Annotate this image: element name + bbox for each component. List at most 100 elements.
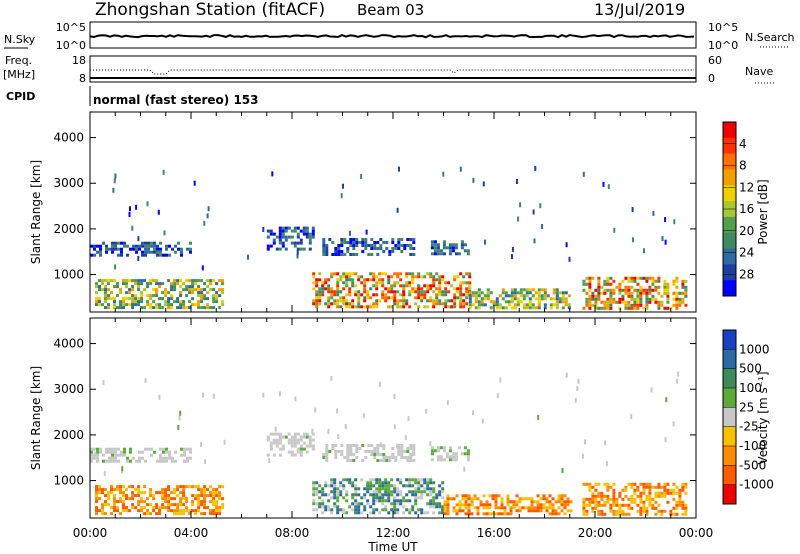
heatmap-cell-6: [494, 503, 498, 507]
nave-tick-bottom: 0: [708, 72, 715, 85]
heatmap-cell-1: [104, 285, 107, 289]
heatmap-cell-6: [468, 297, 472, 301]
heatmap-cell-7: [618, 491, 622, 495]
heatmap-cell-7: [666, 491, 670, 495]
heatmap-cell-3: [325, 459, 329, 462]
heatmap-cell-5: [336, 490, 340, 494]
heatmap-cell-5: [438, 293, 442, 297]
heatmap-cell-5: [348, 290, 352, 294]
heatmap-cell-7: [639, 509, 643, 513]
heatmap-cell-1: [170, 509, 174, 513]
heatmap-cell-3: [379, 459, 383, 462]
heatmap-cell-3: [334, 250, 338, 253]
heatmap-cell-1: [158, 306, 162, 310]
heatmap-cell-5: [378, 499, 382, 503]
heatmap-cell-7: [669, 488, 673, 492]
heatmap-cell-1: [161, 494, 165, 498]
heatmap-cell-6: [503, 509, 507, 513]
heatmap-cell-0: [111, 456, 114, 460]
heatmap-cell-6: [522, 306, 526, 310]
heatmap-cell-5: [384, 287, 388, 291]
heatmap-cell-2: [269, 447, 273, 451]
heatmap-cell-6: [561, 306, 565, 310]
heatmap-cell-1: [152, 300, 156, 304]
heatmap-cell-1: [194, 497, 198, 501]
heatmap-cell-6: [534, 291, 538, 295]
heatmap-cell-3: [397, 444, 401, 447]
nave-tick-top: 60: [708, 54, 722, 67]
heatmap-cell-0: [123, 450, 126, 454]
heatmap-cell-2: [287, 235, 291, 239]
heatmap-cell-5: [459, 302, 463, 306]
heatmap-cell-1: [194, 282, 198, 286]
colorbar-swatch: [723, 465, 736, 486]
heatmap-cell-7: [615, 503, 619, 507]
heatmap-cell-6: [467, 497, 471, 501]
heatmap-cell-5: [363, 290, 367, 294]
heatmap-cell-1: [134, 303, 138, 307]
heatmap-cell-5: [369, 305, 373, 309]
heatmap-cell-5: [399, 499, 403, 503]
heatmap-cell-5: [315, 293, 319, 297]
heatmap-cell-3: [382, 453, 386, 456]
heatmap-cell-1: [116, 500, 119, 504]
heatmap-cell-7: [630, 497, 634, 501]
heatmap-cell-6: [519, 291, 523, 295]
heatmap-cell-7: [666, 285, 670, 289]
heatmap-cell-1: [128, 303, 132, 307]
heatmap-cell-6: [507, 303, 511, 307]
heatmap-cell-1: [161, 497, 165, 501]
heatmap-cell-6: [443, 512, 447, 516]
heatmap-cell-5: [453, 305, 457, 309]
heatmap-cell-5: [423, 290, 427, 294]
heatmap-cell-3: [346, 450, 350, 453]
heatmap-cell-3: [391, 447, 395, 450]
heatmap-cell-5: [381, 508, 385, 512]
heatmap-cell-4: [436, 252, 440, 256]
beam-label: Beam 03: [357, 1, 424, 19]
heatmap-cell-6: [536, 500, 540, 504]
heatmap-cell-7: [684, 512, 688, 516]
heatmap-cell-5: [345, 272, 349, 276]
heatmap-cell-5: [444, 293, 448, 297]
heatmap-cell-7: [684, 482, 688, 486]
heatmap-cell-1: [206, 306, 210, 310]
heatmap-cell-7: [585, 297, 589, 301]
heatmap-cell-7: [645, 497, 649, 501]
heatmap-cell-0: [108, 447, 111, 451]
heatmap-cell-3: [412, 447, 416, 450]
heatmap-cell-4: [436, 455, 440, 459]
heatmap-cell-3: [376, 241, 380, 244]
heatmap-cell-1: [191, 288, 195, 292]
heatmap-cell-0: [162, 447, 165, 451]
heatmap-cell-2: [287, 432, 291, 436]
heatmap-cell-6: [458, 500, 462, 504]
heatmap-cell-3: [400, 244, 404, 247]
heatmap-cell-1: [221, 503, 225, 507]
heatmap-cell-1: [119, 288, 122, 292]
heatmap-cell-0: [159, 447, 162, 451]
heatmap-cell-7: [642, 306, 646, 310]
colorbar-swatch: [723, 232, 736, 249]
heatmap-cell-1: [140, 497, 144, 501]
heatmap-cell-6: [540, 297, 544, 301]
heatmap-cell-5: [378, 299, 382, 303]
heatmap-cell-1: [122, 485, 125, 489]
heatmap-cell-7: [621, 279, 625, 283]
heatmap-cell-0: [168, 450, 171, 454]
heatmap-cell-6: [510, 297, 514, 301]
heatmap-cell-1: [200, 488, 204, 492]
heatmap-cell-7: [666, 482, 670, 486]
y-tick-label: 1000: [53, 268, 84, 282]
heatmap-cell-5: [462, 302, 466, 306]
heatmap-cell-7: [594, 297, 598, 301]
heatmap-cell-0: [159, 253, 162, 257]
heatmap-cell-1: [122, 297, 125, 301]
heatmap-cell-1: [101, 491, 104, 495]
heatmap-cell-0: [183, 453, 186, 457]
heatmap-cell-5: [459, 281, 463, 285]
heatmap-cell-5: [342, 508, 346, 512]
heatmap-cell-7: [654, 297, 658, 301]
heatmap-cell-1: [197, 291, 201, 295]
nsearch-tick-bottom: 10^0: [708, 39, 738, 52]
